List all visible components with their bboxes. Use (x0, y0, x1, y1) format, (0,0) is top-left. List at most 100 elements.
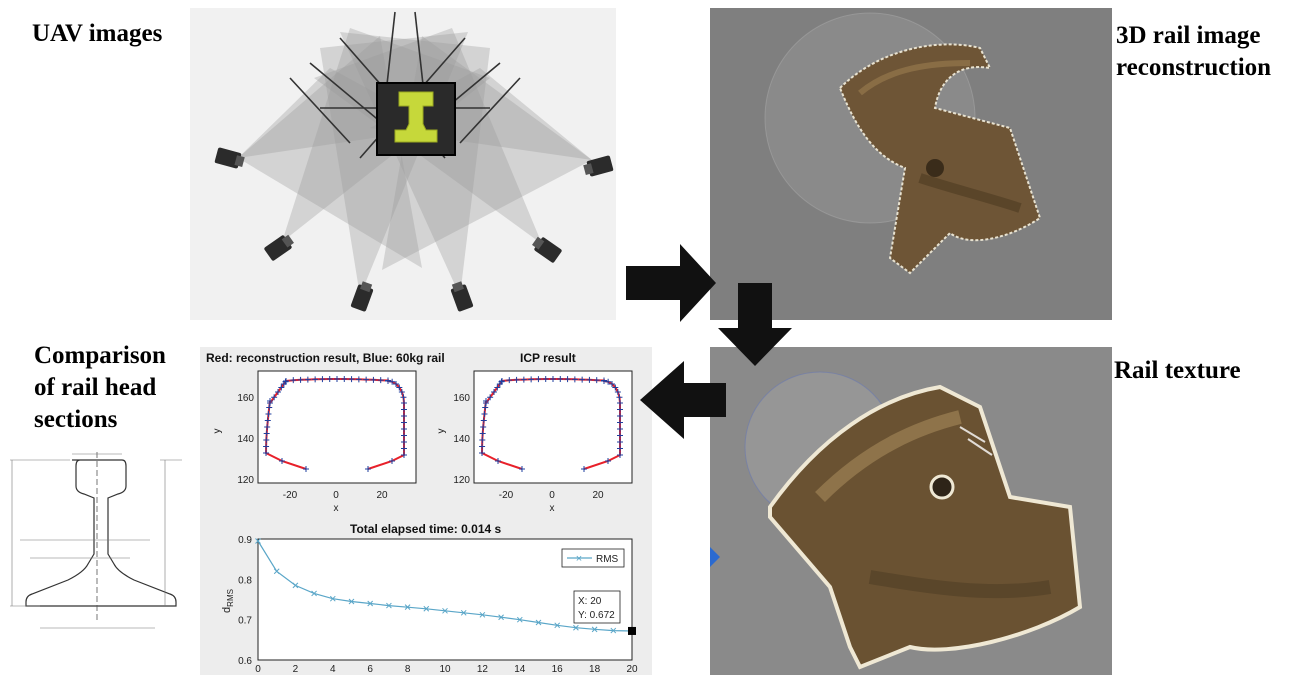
rms-y-tick: 0.7 (238, 616, 252, 627)
rail-60kg-marker (542, 376, 549, 383)
comparison-label: Comparison of rail head sections (34, 342, 166, 433)
rail-60kg-marker (400, 394, 407, 401)
rms-y-tick: 0.6 (238, 656, 252, 667)
rms-data-point (442, 607, 448, 614)
rail-60kg-marker (605, 458, 611, 464)
rms-data-point (292, 582, 299, 589)
rail-60kg-marker (393, 380, 399, 387)
rail-60kg-marker (377, 377, 384, 384)
rail-60kg-marker (479, 443, 486, 450)
rms-x-tick: 4 (330, 664, 336, 675)
rail-60kg-marker (495, 458, 501, 464)
rms-x-tick: 10 (439, 664, 451, 675)
left-y-label: y (212, 429, 223, 434)
rail-60kg-marker (513, 376, 520, 383)
rms-data-point (348, 598, 355, 605)
rail-60kg-marker (263, 443, 270, 450)
rms-data-point (591, 626, 598, 633)
left-section-title: Red: reconstruction result, Blue: 60kg r… (206, 351, 445, 365)
selected-data-point[interactable] (628, 626, 636, 635)
right-y-label: y (436, 429, 447, 434)
rms-data-point (460, 609, 467, 616)
rail-60kg-marker (283, 378, 289, 384)
camera-icon (264, 234, 294, 261)
rail-60kg-marker (479, 437, 486, 443)
rail-60kg-marker (593, 377, 600, 384)
rms-data-point (479, 611, 486, 618)
rms-y-label: dRMS (221, 589, 235, 613)
rail-texture-label: Rail texture (1114, 357, 1241, 384)
right-x-tick: 20 (592, 490, 604, 501)
rms-plot-title: Total elapsed time: 0.014 s (350, 522, 502, 536)
rail-drawing-svg (10, 452, 182, 629)
rms-data-point (367, 600, 374, 607)
rms-data-point (273, 568, 280, 575)
rail-60kg-marker (617, 426, 623, 432)
rail-60kg-marker (499, 378, 505, 384)
reconstruction-svg (764, 12, 1042, 275)
rail-60kg-marker (398, 389, 405, 395)
rail-60kg-marker (348, 376, 355, 383)
camera-coverage-cones (238, 28, 592, 296)
rail-60kg-marker (304, 376, 311, 383)
rail-60kg-marker (278, 384, 285, 391)
right-x-tick: 0 (549, 490, 555, 501)
rail-profile-icon (376, 82, 456, 156)
rail-60kg-marker (275, 389, 281, 395)
right-section-title: ICP result (520, 351, 576, 365)
rail-60kg-marker (401, 419, 407, 426)
rail-60kg-marker (571, 376, 578, 383)
rail-60kg-marker (401, 413, 407, 419)
rail-60kg-marker (520, 376, 527, 383)
rail-60kg-marker (614, 389, 621, 395)
data-tip[interactable]: X: 20 Y: 0.672 (573, 590, 621, 624)
left-x-label: x (334, 503, 339, 514)
rail-60kg-marker (282, 378, 289, 385)
rail-60kg-marker (312, 376, 319, 383)
rail-60kg-marker (617, 419, 623, 426)
rail-60kg-marker (483, 400, 489, 406)
rail-60kg-marker (389, 458, 395, 464)
rail-60kg-marker (401, 406, 407, 413)
rail-60kg-marker (396, 384, 403, 391)
rail-60kg-marker (506, 377, 513, 384)
reconstruction-photo (710, 8, 1112, 320)
rail-60kg-marker (480, 424, 487, 430)
rms-x-tick: 2 (293, 664, 299, 675)
rail-60kg-marker (263, 450, 269, 456)
texture-svg (710, 371, 1083, 670)
rail-60kg-marker (617, 413, 623, 419)
left-y-tick: 140 (237, 434, 254, 445)
left-y-tick: 160 (237, 393, 254, 404)
rail-60kg-marker (363, 376, 370, 383)
rms-x-tick: 18 (589, 664, 601, 675)
rail-60kg-marker (557, 376, 564, 383)
rail-60kg-marker (401, 432, 407, 439)
right-x-label: x (550, 503, 555, 514)
rail-60kg-marker (617, 452, 623, 458)
rail-60kg-marker (334, 376, 340, 382)
rail-60kg-marker (355, 376, 362, 383)
rms-x-tick: 14 (514, 664, 526, 675)
right-y-tick: 160 (453, 393, 470, 404)
rail-60kg-marker (401, 452, 407, 458)
rms-data-point (329, 595, 336, 602)
rms-data-point (516, 616, 523, 623)
rms-data-point (535, 619, 542, 626)
rail-60kg-marker (385, 378, 391, 384)
rail-60kg-marker (528, 376, 535, 383)
rail-60kg-marker (266, 404, 273, 411)
rail-60kg-marker (401, 439, 407, 445)
right-x-tick: -20 (499, 490, 514, 501)
rail-60kg-marker (481, 411, 488, 417)
rms-x-tick: 0 (255, 664, 261, 675)
camera-icon (583, 155, 614, 177)
rail-60kg-marker (550, 376, 556, 382)
rail-60kg-marker (263, 437, 270, 443)
rail-60kg-marker (479, 450, 485, 456)
camera-icon (350, 281, 374, 312)
right-axes (473, 370, 633, 484)
rms-data-point (255, 538, 261, 544)
rail-60kg-marker (365, 466, 371, 472)
rail-60kg-marker (279, 458, 285, 464)
